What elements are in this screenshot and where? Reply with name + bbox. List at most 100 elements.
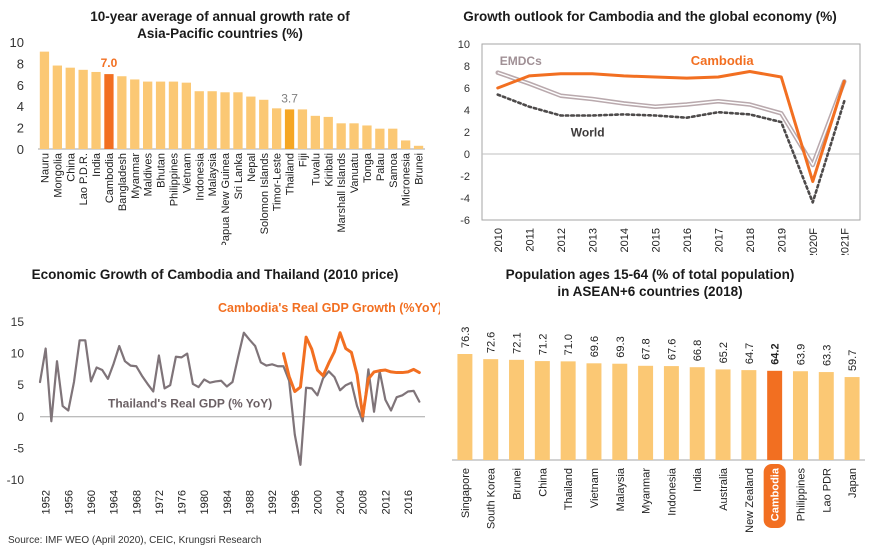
y-tick-label: 4 [17, 99, 24, 114]
x-tick-label: Thailand [285, 153, 297, 195]
x-tick-label: 2018 [745, 228, 757, 252]
bar-indonesia [195, 91, 204, 149]
x-tick-label: 2016 [403, 490, 415, 514]
x-tick-label: Brunei [512, 468, 524, 500]
x-tick-label: New Zealand [744, 468, 756, 533]
x-tick-label: 2021F [839, 228, 851, 255]
bar-thailand [285, 109, 294, 149]
x-tick-label: 2011 [524, 228, 536, 252]
x-tick-label: Palau [375, 153, 387, 181]
y-tick-label: 15 [11, 315, 25, 329]
x-tick-label: 1952 [41, 490, 53, 514]
x-tick-label: 1964 [109, 490, 121, 514]
data-label-japan: 59.7 [847, 350, 859, 371]
bar-brunei [509, 360, 524, 460]
plot-border [482, 44, 860, 220]
x-tick-label: Mongolia [52, 152, 64, 198]
legend-label-cambodia: Cambodia's Real GDP Growth (%YoY) [218, 301, 440, 315]
x-tick-label: 1988 [244, 490, 256, 514]
x-tick-label: Indonesia [666, 467, 678, 516]
bar-cambodia [104, 74, 113, 149]
legend-label-emdcs: EMDCs [500, 54, 542, 68]
x-tick-label: Vietnam [181, 153, 193, 193]
data-label-singapore: 76.3 [460, 327, 472, 348]
data-label-indonesia: 67.6 [666, 339, 678, 360]
chart3-title: Economic Growth of Cambodia and Thailand… [20, 266, 410, 283]
x-tick-label: Bangladesh [117, 153, 129, 211]
x-tick-label: 2012 [380, 490, 392, 514]
x-tick-label: Indonesia [194, 152, 206, 201]
bar-maldives [143, 82, 152, 149]
bar-singapore [457, 354, 472, 460]
x-tick-label: Kiribati [323, 153, 335, 187]
data-label-malaysia: 69.3 [615, 336, 627, 357]
bar-thailand [561, 361, 576, 460]
y-tick-label: 8 [17, 56, 24, 71]
chart2-title: Growth outlook for Cambodia and the glob… [440, 8, 860, 25]
data-label-india: 66.8 [692, 340, 704, 361]
x-tick-label: Tonga [362, 152, 374, 183]
x-tick-label: 2013 [587, 228, 599, 252]
bar-vietnam [182, 83, 191, 149]
data-label-myanmar: 67.8 [641, 338, 653, 359]
bar-lao-p-d-r [79, 70, 88, 149]
x-tick-label: 2014 [619, 228, 631, 252]
x-tick-label: 1956 [63, 490, 75, 514]
bar-mongolia [53, 66, 62, 149]
x-tick-label: Timor-Leste [272, 153, 284, 211]
bar-philippines [793, 371, 808, 460]
bar-marshall-islands [337, 123, 346, 149]
data-label-vietnam: 69.6 [589, 336, 601, 357]
x-tick-label: Solomon Islands [259, 153, 271, 235]
bar-sri-lanka [233, 92, 242, 149]
x-tick-label: Cambodia [770, 467, 782, 521]
y-tick-label: 10 [458, 39, 470, 51]
bar-palau [375, 129, 384, 149]
data-label-china: 71.2 [537, 334, 549, 355]
y-tick-label: -6 [460, 215, 470, 227]
x-tick-label: India [91, 152, 103, 177]
bar-myanmar [130, 79, 139, 149]
x-tick-label: 2015 [650, 228, 662, 252]
data-label-cambodia: 64.2 [770, 343, 782, 364]
x-tick-label: Cambodia [104, 152, 116, 203]
growth-outlook-chart: -6 -4 -2 0 2 4 6 8 10 2010 2011 2012 2013 2014 2015 201… [440, 30, 870, 255]
y-tick-label: 2 [464, 127, 470, 139]
bar-brunei [414, 146, 423, 149]
x-tick-label: Sri Lanka [233, 152, 245, 199]
x-tick-label: 2010 [493, 228, 505, 252]
x-tick-label: Bhutan [156, 153, 168, 188]
x-tick-label: Fiji [297, 153, 309, 167]
x-tick-label: Thailand [563, 468, 575, 510]
data-label-south-korea: 72.6 [486, 332, 498, 353]
x-tick-label: Tuvalu [310, 153, 322, 186]
chart3-title-line: Economic Growth of Cambodia and Thailand… [20, 266, 410, 283]
legend-label-world: World [571, 125, 605, 139]
x-tick-label: Marshall Islands [336, 153, 348, 233]
x-tick-label: Myanmar [641, 468, 653, 514]
bar-fiji [298, 109, 307, 149]
x-tick-label: 1968 [131, 490, 143, 514]
x-tick-label: 2004 [335, 490, 347, 514]
x-tick-label: 2016 [682, 228, 694, 252]
bar-vietnam [586, 363, 601, 460]
y-tick-label: 4 [464, 105, 470, 117]
bar-india [91, 72, 100, 149]
x-tick-label: 1996 [290, 490, 302, 514]
bar-samoa [388, 129, 397, 149]
y-tick-label: 2 [17, 121, 24, 136]
x-tick-label: Malaysia [207, 152, 219, 196]
y-tick-label: -2 [460, 171, 470, 183]
x-tick-label: 1992 [267, 490, 279, 514]
bar-philippines [169, 82, 178, 149]
x-tick-label: 2000 [312, 490, 324, 514]
bar-bhutan [156, 82, 165, 149]
x-tick-label: Samoa [388, 152, 400, 188]
y-tick-label: 5 [17, 378, 24, 392]
bar-cambodia [767, 371, 782, 460]
y-tick-label: 6 [464, 83, 470, 95]
x-tick-label: Lao P.D.R. [78, 153, 90, 205]
data-label-thailand: 3.7 [281, 91, 298, 105]
x-tick-label: Philippines [795, 468, 807, 522]
y-tick-label: -10 [7, 473, 25, 487]
